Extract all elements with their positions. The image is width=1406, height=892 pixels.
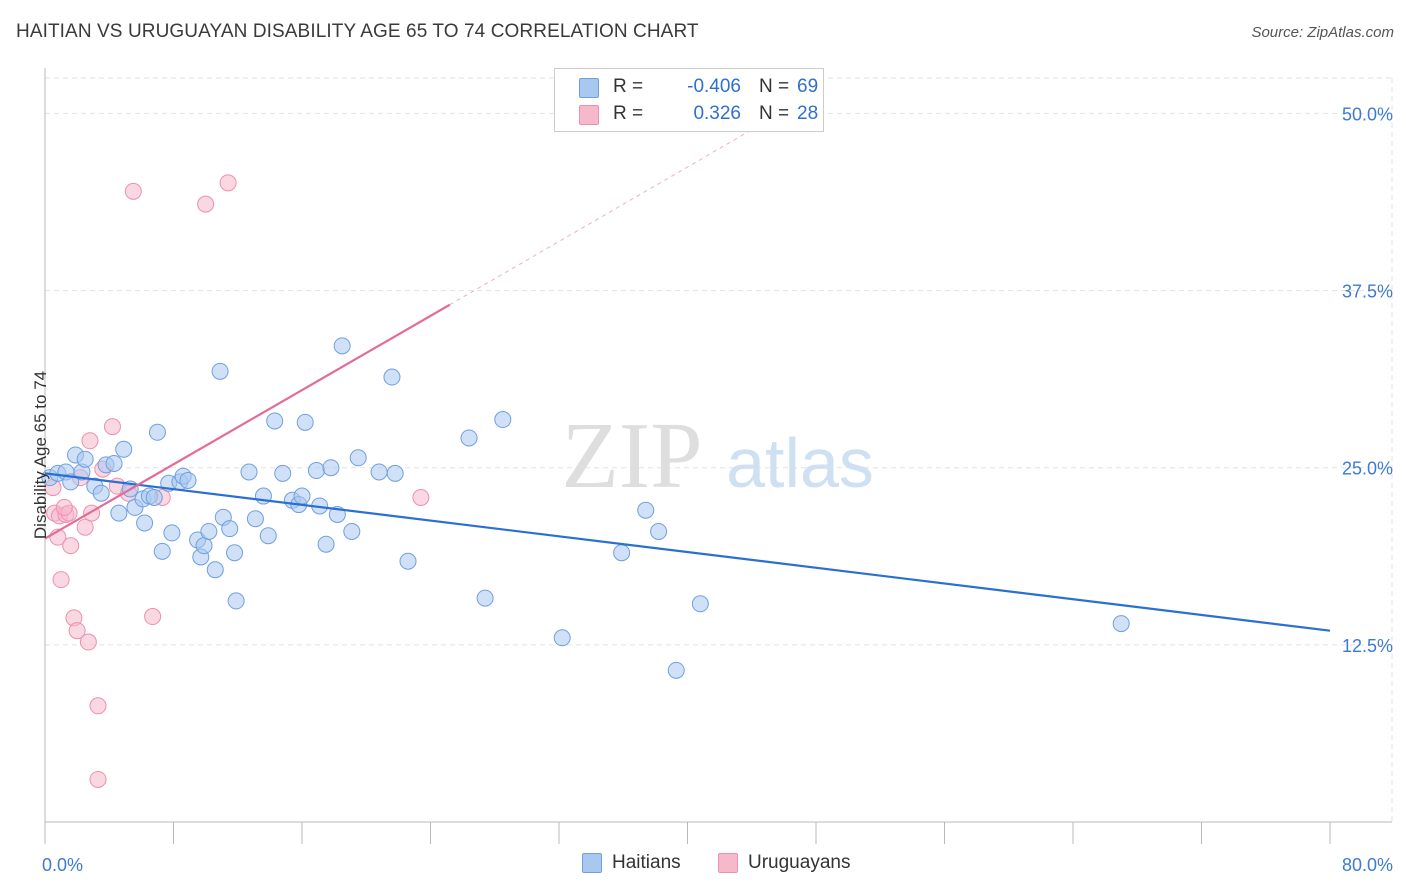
haitians-legend-swatch: [582, 853, 602, 873]
haitians-point: [211, 362, 229, 380]
haitians-point: [136, 514, 154, 532]
haitians-point: [148, 423, 166, 441]
haitians-point: [105, 454, 123, 472]
haitians-point: [226, 544, 244, 562]
haitians-point: [650, 522, 668, 540]
x-tick-label: 80.0%: [1342, 855, 1393, 875]
haitians-point: [333, 337, 351, 355]
haitians-point: [476, 589, 494, 607]
haitians-point: [370, 463, 388, 481]
haitians-swatch: [579, 78, 599, 98]
grid-lines: [45, 77, 1393, 822]
haitians-point: [494, 411, 512, 429]
uruguayans-point: [103, 418, 121, 436]
uruguayans-point: [62, 537, 80, 555]
haitians-point: [383, 368, 401, 386]
series-haitians-points: [41, 337, 1130, 679]
haitians-point: [266, 412, 284, 430]
uruguayans-point: [89, 697, 107, 715]
uruguayans-legend-swatch: [718, 853, 738, 873]
y-tick-label: 12.5%: [1342, 636, 1393, 656]
r-label: R =: [613, 103, 644, 124]
r-label: R =: [613, 76, 644, 97]
uruguayans-swatch: [579, 105, 599, 125]
haitians-point: [637, 501, 655, 519]
haitians-point: [274, 464, 292, 482]
haitians-point: [163, 524, 181, 542]
y-tick-label: 25.0%: [1342, 459, 1393, 479]
haitians-point: [343, 522, 361, 540]
r-value: 0.326: [693, 103, 741, 124]
haitians-point: [667, 661, 685, 679]
uruguayans-trend-line: [44, 303, 451, 540]
y-tick-label: 50.0%: [1342, 104, 1393, 124]
haitians-point: [195, 537, 213, 555]
haitians-point: [1112, 615, 1130, 633]
legend-label: Haitians: [612, 852, 681, 873]
haitians-point: [246, 510, 264, 528]
haitians-point: [317, 535, 335, 553]
haitians-point: [296, 413, 314, 431]
uruguayans-point: [81, 432, 99, 450]
haitians-point: [115, 440, 133, 458]
n-label: N =: [759, 76, 790, 97]
watermark-zip: ZIP: [562, 404, 703, 508]
uruguayans-point: [144, 608, 162, 626]
haitians-point: [110, 504, 128, 522]
haitians-point: [307, 462, 325, 480]
haitians-point: [460, 429, 478, 447]
uruguayans-point: [89, 770, 107, 788]
tick-labels: 12.5% 25.0% 37.5% 50.0% 0.0% 80.0%: [42, 104, 1393, 875]
haitians-point: [259, 527, 277, 545]
chart-title: HAITIAN VS URUGUAYAN DISABILITY AGE 65 T…: [16, 21, 699, 42]
haitians-point: [206, 561, 224, 579]
haitians-point: [145, 488, 163, 506]
n-label: N =: [759, 103, 790, 124]
haitians-point: [153, 542, 171, 560]
r-value: -0.406: [687, 76, 741, 97]
haitians-point: [240, 463, 258, 481]
source-credit: Source: ZipAtlas.com: [1251, 24, 1394, 41]
haitians-trend-line: [44, 472, 1331, 632]
haitians-point: [691, 595, 709, 613]
haitians-point: [613, 544, 631, 562]
haitians-point: [293, 487, 311, 505]
uruguayans-point: [412, 488, 430, 506]
uruguayans-point: [68, 622, 86, 640]
uruguayans-point: [52, 571, 70, 589]
stats-legend: R = -0.406 N = 69 R = 0.326 N = 28: [554, 68, 824, 132]
legend-label: Uruguayans: [748, 852, 851, 873]
haitians-point: [76, 450, 94, 468]
uruguayans-point: [197, 195, 215, 213]
uruguayans-point: [55, 498, 73, 516]
haitians-point: [227, 592, 245, 610]
haitians-point: [200, 522, 218, 540]
y-axis-label: Disability Age 65 to 74: [31, 370, 50, 540]
haitians-point: [349, 449, 367, 467]
watermark-atlas: atlas: [726, 424, 874, 502]
uruguayans-trend-extension: [449, 120, 769, 306]
haitians-point: [221, 520, 239, 538]
x-tick-label: 0.0%: [42, 855, 83, 875]
haitians-point: [553, 629, 571, 647]
uruguayans-point: [79, 633, 97, 651]
watermark: ZIP atlas: [562, 404, 874, 508]
haitians-point: [322, 459, 340, 477]
haitians-point: [179, 471, 197, 489]
trend-lines: [44, 120, 1331, 632]
uruguayans-point: [219, 174, 237, 192]
haitians-point: [386, 464, 404, 482]
axes: [44, 68, 1392, 844]
uruguayans-point: [124, 182, 142, 200]
n-value: 69: [797, 76, 819, 97]
uruguayans-point: [76, 518, 94, 536]
y-tick-label: 37.5%: [1342, 282, 1393, 302]
haitians-point: [399, 552, 417, 570]
n-value: 28: [797, 103, 819, 124]
haitians-point: [92, 484, 110, 502]
